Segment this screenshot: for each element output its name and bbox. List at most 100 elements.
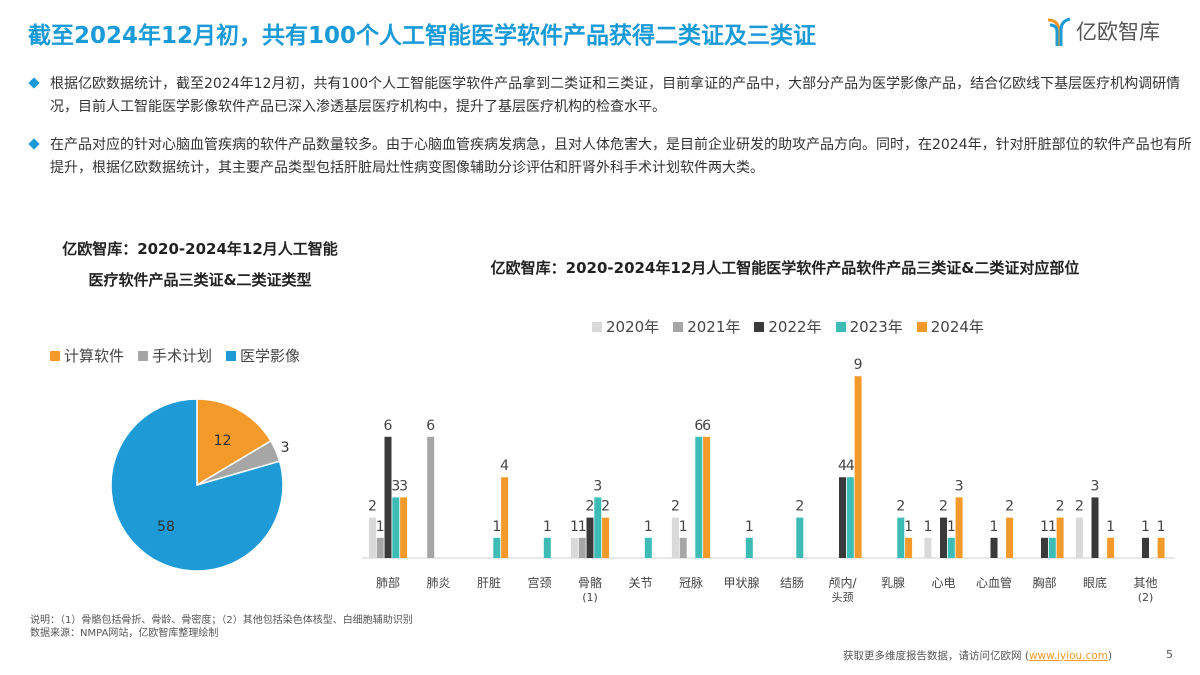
legend-label: 2023年 — [849, 318, 903, 336]
legend-label: 2024年 — [930, 318, 984, 336]
legend-swatch — [835, 322, 846, 332]
x-tick-label: 乳腺 — [881, 576, 905, 590]
x-tick-label: 肺部 — [376, 575, 400, 590]
legend-item: 2023年 — [835, 316, 903, 337]
bar — [594, 497, 602, 558]
data-label: 2 — [586, 499, 595, 515]
data-label: 2 — [896, 499, 905, 515]
bar-legend: 2020年 2021年 2022年 2023年 2024年 — [592, 316, 984, 337]
x-tick-label: 肝脏 — [477, 575, 501, 590]
logo: 亿欧智库 — [1046, 16, 1160, 46]
footer-close: ) — [1107, 650, 1113, 662]
x-tick-label: 冠脉 — [679, 575, 703, 590]
logo-text: 亿欧智库 — [1076, 20, 1160, 44]
data-label: 4 — [846, 458, 855, 474]
bar — [905, 537, 913, 558]
bullet-text: 在产品对应的针对心脑血管疾病的软件产品数量较多。由于心脑血管疾病发病急，且对人体… — [50, 137, 1192, 176]
bar — [501, 477, 509, 558]
bullet-text: 根据亿欧数据统计，截至2024年12月初，共有100个人工智能医学软件产品拿到二… — [50, 76, 1181, 115]
data-label: 2 — [1075, 499, 1084, 515]
bar-title: 亿欧智库：2020-2024年12月人工智能医学软件产品软件产品三类证&二类证对… — [490, 259, 1080, 277]
x-tick-label: 眼底 — [1083, 575, 1107, 590]
data-label: 2 — [601, 499, 610, 515]
bar — [1142, 537, 1149, 558]
data-label: 1 — [1048, 519, 1057, 535]
x-tick-label: (1) — [582, 591, 598, 604]
pie-title-line1: 亿欧智库：2020-2024年12月人工智能 — [62, 240, 338, 258]
bar — [1006, 517, 1014, 558]
data-label: 1 — [947, 519, 956, 535]
data-label: 6 — [694, 418, 703, 434]
data-label: 6 — [384, 418, 393, 434]
bar — [796, 517, 804, 558]
data-label: 1 — [679, 519, 688, 535]
pie-chart: 12 3 58 — [110, 398, 290, 572]
bar — [695, 436, 703, 558]
data-label: 1 — [904, 519, 913, 535]
logo-icon — [1047, 17, 1071, 46]
legend-label: 2020年 — [606, 318, 660, 336]
bar — [570, 537, 578, 558]
legend-label: 医学影像 — [240, 347, 301, 365]
data-label: 2 — [368, 499, 377, 515]
pie-title: 亿欧智库：2020-2024年12月人工智能 医疗软件产品三类证&二类证类型 — [30, 238, 370, 290]
pie-label: 58 — [157, 519, 175, 535]
data-label: 1 — [492, 519, 501, 535]
legend-swatch — [592, 322, 602, 332]
data-label: 1 — [1106, 519, 1115, 535]
data-label: 6 — [426, 418, 435, 434]
footer: 获取更多维度报告数据，请访问亿欧网 (www.iyiou.com) — [843, 648, 1112, 663]
bar — [897, 517, 905, 558]
bar — [1075, 517, 1083, 558]
bar — [846, 477, 854, 558]
data-label: 1 — [1040, 519, 1049, 535]
pie-title-line2: 医疗软件产品三类证&二类证类型 — [88, 271, 312, 289]
data-label: 3 — [391, 478, 400, 494]
legend-item: 2021年 — [673, 316, 740, 337]
data-label: 3 — [399, 478, 408, 494]
bar — [392, 497, 400, 558]
legend-label: 计算软件 — [64, 347, 125, 365]
data-label: 2 — [939, 499, 948, 515]
data-label: 2 — [1005, 499, 1014, 515]
data-label: 2 — [795, 499, 804, 515]
legend-item: 计算软件 — [50, 345, 124, 366]
website-link[interactable]: www.iyiou.com — [1028, 650, 1108, 662]
data-label: 3 — [955, 478, 964, 494]
page-number: 5 — [1166, 648, 1173, 661]
x-tick-label: 心血管 — [976, 575, 1012, 590]
x-tick-label: 宫颈 — [527, 575, 551, 590]
data-label: 4 — [838, 458, 847, 474]
x-tick-label: 胸部 — [1032, 575, 1056, 590]
x-tick-label: 骨骼 — [578, 575, 602, 590]
notes: 说明：（1）骨骼包括骨折、骨龄、骨密度；（2）其他包括染色体核型、白细胞辅助识别… — [30, 614, 413, 640]
footer-text: 获取更多维度报告数据，请访问亿欧网 ( — [843, 650, 1029, 662]
data-label: 9 — [854, 357, 863, 373]
pie-label: 3 — [281, 440, 290, 456]
bar — [745, 537, 753, 558]
x-tick-label: (2) — [1138, 591, 1154, 604]
bar — [955, 497, 963, 558]
bar — [368, 517, 376, 558]
bar — [703, 436, 711, 558]
pie-slice-0 — [196, 398, 272, 487]
legend-item: 2020年 — [592, 316, 659, 337]
data-label: 4 — [500, 458, 509, 474]
bar — [854, 376, 862, 558]
pie-legend: 计算软件 手术计划 医学影像 — [50, 345, 300, 366]
x-tick-label: 头颈 — [832, 591, 854, 604]
source-line: 数据来源：NMPA网站，亿欧智库整理绘制 — [30, 628, 219, 639]
note-line1: 说明：（1）骨骼包括骨折、骨龄、骨密度；（2）其他包括染色体核型、白细胞辅助识别 — [30, 615, 413, 626]
data-label: 1 — [745, 519, 754, 535]
data-label: 6 — [702, 418, 711, 434]
bar — [1056, 517, 1064, 558]
bar — [679, 537, 687, 558]
legend-swatch — [50, 351, 60, 361]
bullet-1: 根据亿欧数据统计，截至2024年12月初，共有100个人工智能医学软件产品拿到二… — [28, 73, 1200, 119]
x-tick-label: 甲状腺 — [723, 576, 759, 590]
bar — [671, 517, 679, 558]
data-label: 1 — [578, 519, 587, 535]
bar — [1091, 497, 1099, 558]
bar — [924, 537, 932, 558]
data-label: 3 — [593, 478, 602, 494]
